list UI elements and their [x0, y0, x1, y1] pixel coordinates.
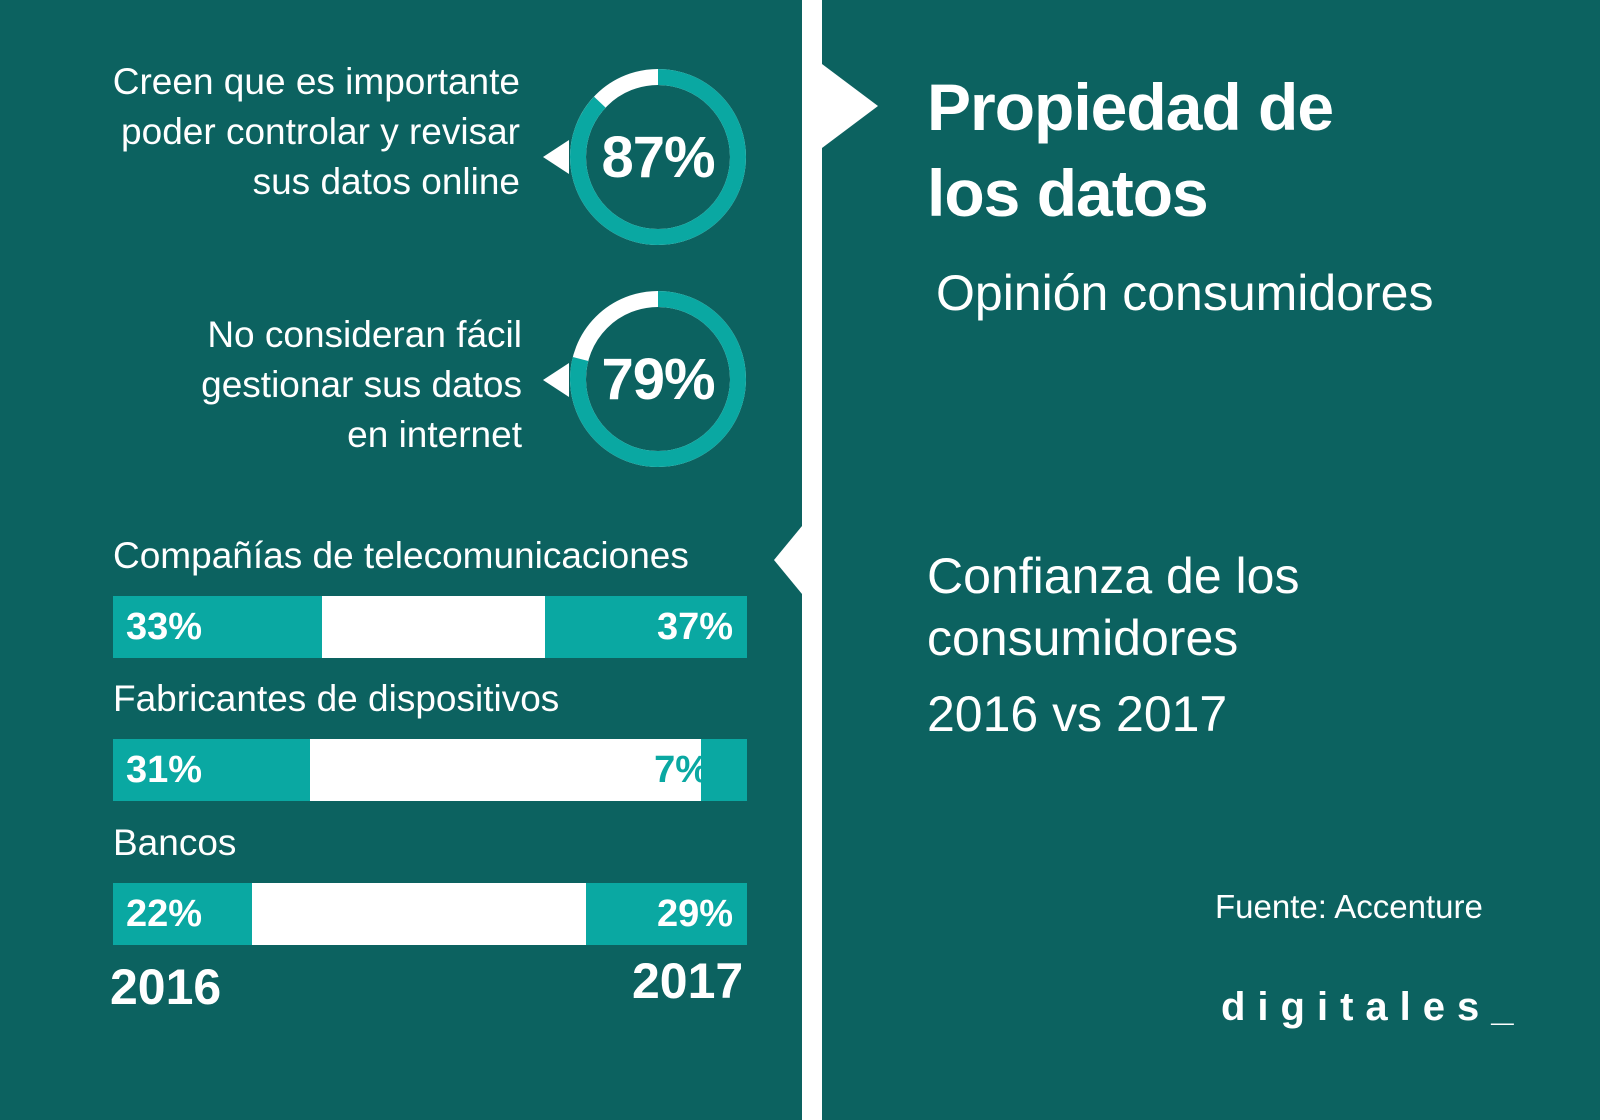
stat-2-text: No consideran fácil gestionar sus datos … — [72, 310, 522, 460]
bar-row: 31% 7% — [113, 739, 747, 801]
bar-2017 — [544, 596, 747, 658]
stat-1-text-line: poder controlar y revisar — [121, 111, 520, 152]
stat-1-donut: 87% — [563, 62, 753, 252]
page-title: Propiedad de los datos — [927, 64, 1334, 236]
page-subtitle: Opinión consumidores — [936, 265, 1434, 321]
stat-2-text-line: No consideran fácil — [207, 314, 522, 355]
trust-years: 2016 vs 2017 — [927, 686, 1228, 742]
bar-row: 33% 37% — [113, 596, 747, 658]
bar-value-2017: 7% — [654, 749, 709, 791]
stat-2-donut-svg — [570, 291, 746, 467]
stat-2-percent: 79% — [601, 346, 715, 412]
bar-category-label: Bancos — [113, 822, 237, 863]
divider-arrow-left — [774, 526, 802, 594]
page-title-line: Propiedad de — [927, 70, 1334, 144]
stat-1-text: Creen que es importante poder controlar … — [70, 57, 520, 207]
stat-2-donut: 79% — [563, 284, 753, 474]
bar-2016 — [113, 596, 323, 658]
stat-1-text-line: sus datos online — [252, 161, 520, 202]
bar-value-2016: 31% — [126, 749, 203, 791]
divider-arrow-right — [822, 64, 878, 148]
bar-value-2017: 37% — [656, 606, 733, 648]
bar-value-2016: 22% — [126, 893, 203, 935]
year-label-2016: 2016 — [110, 959, 222, 1015]
stat-1-pointer — [543, 140, 569, 174]
trust-heading-line: consumidores — [927, 610, 1239, 666]
brand-logo: digitales_ — [1221, 985, 1526, 1029]
bar-category-label: Compañías de telecomunicaciones — [113, 535, 689, 576]
stat-2-text-line: en internet — [347, 414, 522, 455]
stat-1-text-line: Creen que es importante — [112, 61, 520, 102]
donut-value-arc — [570, 69, 746, 245]
page-title-line: los datos — [927, 156, 1209, 230]
bar-2016 — [113, 739, 310, 801]
center-divider — [802, 0, 822, 1120]
trust-heading: Confianza de los consumidores — [927, 545, 1299, 669]
bar-category-label: Fabricantes de dispositivos — [113, 678, 560, 719]
bar-2017 — [700, 739, 747, 801]
bar-row: 22% 29% — [113, 883, 747, 945]
stat-2-text-line: gestionar sus datos — [201, 364, 522, 405]
donut-value-arc — [570, 291, 746, 467]
bar-value-2017: 29% — [656, 893, 733, 935]
bar-2017 — [586, 883, 747, 945]
stat-2-pointer — [543, 363, 569, 397]
stat-1-percent: 87% — [601, 124, 715, 190]
trust-heading-line: Confianza de los — [927, 548, 1300, 604]
stat-1-donut-svg — [570, 69, 746, 245]
bar-2016 — [113, 883, 253, 945]
year-label-2017: 2017 — [632, 953, 744, 1009]
bar-value-2016: 33% — [126, 606, 203, 648]
source-note: Fuente: Accenture — [1215, 888, 1483, 925]
